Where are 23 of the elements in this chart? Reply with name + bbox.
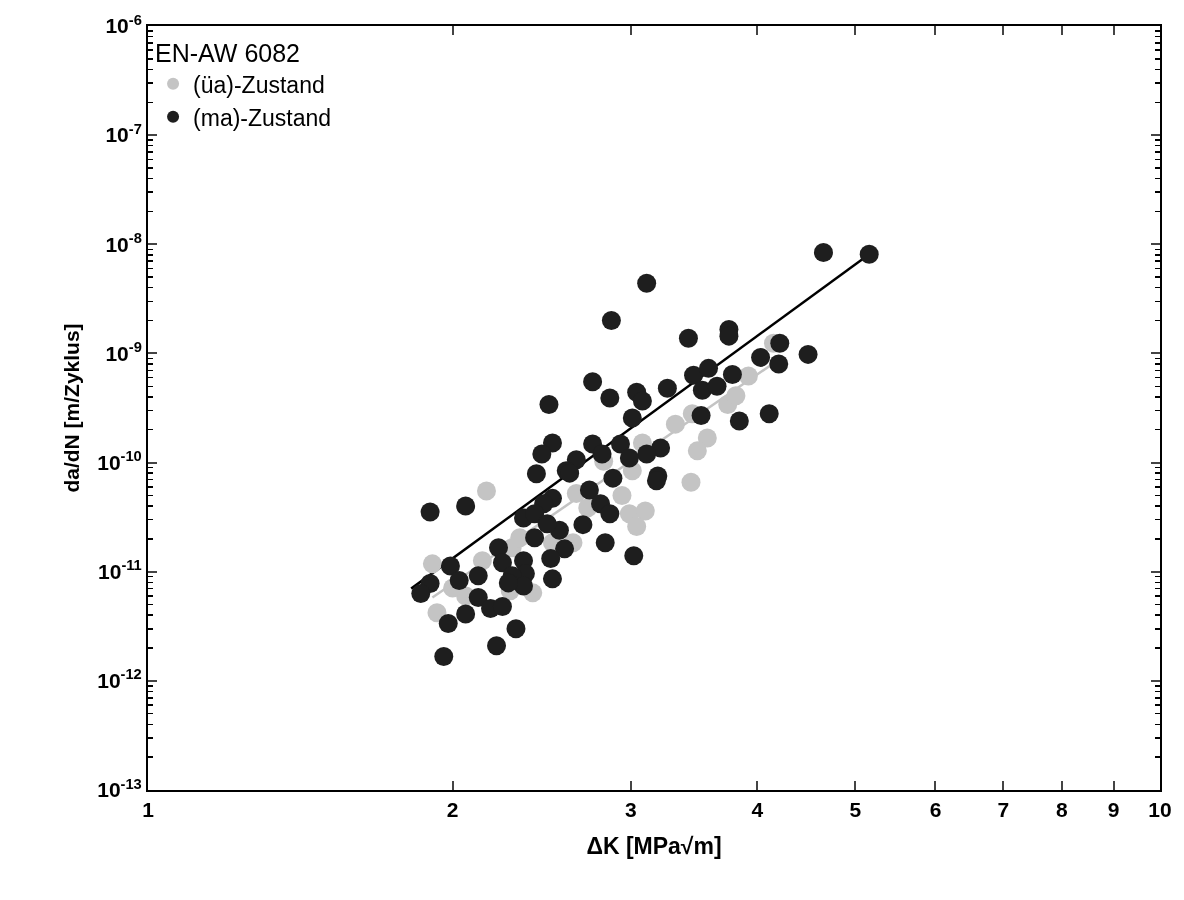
y-tick-label: 10$^{-8}$	[105, 229, 142, 256]
x-axis-title: ΔK [MPa√m]	[586, 833, 722, 860]
legend-label: (üa)-Zustand	[193, 71, 325, 98]
legend-title: EN-AW 6082	[155, 39, 301, 68]
x-tick-label: 2	[446, 798, 459, 822]
y-tick-label: 10$^{-11}$	[98, 557, 142, 584]
x-tick-label: 1	[142, 798, 155, 822]
x-tick-label: 8	[1056, 798, 1069, 822]
x-tick-label: 4	[751, 798, 764, 822]
y-tick-label: 10$^{-9}$	[105, 338, 142, 365]
y-tick-label: 10$^{-13}$	[97, 775, 142, 802]
y-tick-label: 10$^{-10}$	[97, 448, 142, 474]
legend-label: (ma)-Zustand	[193, 104, 332, 131]
y-tick-label: 10$^{-7}$	[105, 120, 142, 147]
y-tick-label: 10$^{-12}$	[97, 666, 142, 693]
y-tick-label: 10$^{-6}$	[105, 11, 142, 38]
x-tick-label: 10	[1148, 798, 1172, 822]
x-tick-label: 5	[849, 798, 862, 822]
y-axis-title: da/dN [m/Zyklus]	[59, 323, 83, 493]
x-tick-label: 6	[929, 798, 942, 822]
x-tick-label: 7	[997, 798, 1010, 822]
x-tick-label: 3	[625, 798, 637, 822]
x-tick-label: 9	[1107, 798, 1120, 822]
